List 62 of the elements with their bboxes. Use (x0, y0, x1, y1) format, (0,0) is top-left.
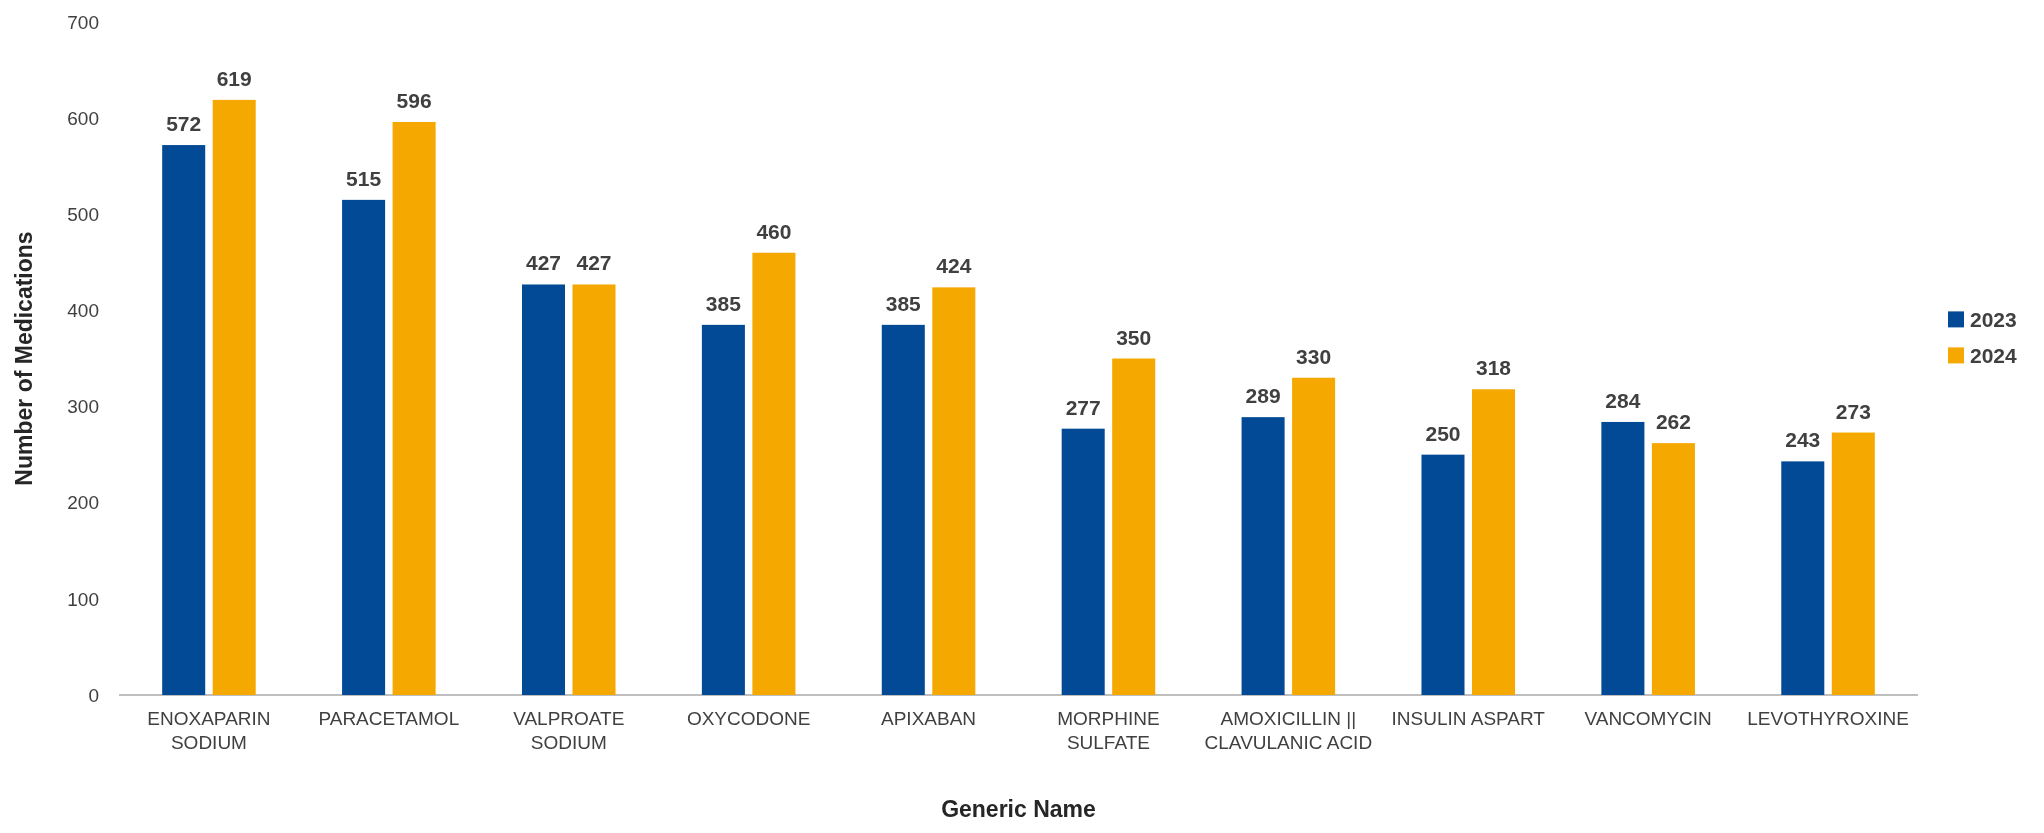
legend-label: 2023 (1970, 307, 2017, 331)
x-tick-label: LEVOTHYROXINE (1747, 708, 1909, 729)
data-label: 262 (1655, 410, 1691, 434)
legend-label: 2024 (1970, 343, 2018, 367)
bar (1601, 421, 1645, 695)
x-tick-label: AMOXICILLIN || CLAVULANIC ACID (1204, 708, 1373, 753)
data-label: 277 (1065, 395, 1101, 419)
data-label: 596 (396, 88, 432, 112)
y-tick-label: 700 (67, 11, 99, 33)
x-tick-label: MORPHINE SULFATE (1057, 708, 1160, 753)
y-tick-label: 400 (67, 300, 99, 322)
data-label: 515 (346, 166, 382, 190)
data-label: 284 (1605, 388, 1641, 412)
data-label: 273 (1835, 399, 1871, 423)
bar (572, 284, 616, 695)
data-label: 460 (756, 219, 792, 243)
data-label: 289 (1245, 384, 1281, 408)
y-tick-label: 200 (67, 492, 99, 514)
data-label: 619 (216, 66, 252, 90)
data-label: 250 (1425, 421, 1461, 445)
y-tick-label: 500 (67, 203, 99, 225)
bar (1831, 432, 1875, 695)
bar (212, 99, 256, 695)
x-tick-label: VALPROATE SODIUM (513, 708, 625, 753)
bar (1112, 358, 1156, 695)
bar (162, 145, 206, 695)
x-tick-label: INSULIN ASPART (1391, 708, 1546, 729)
data-label: 424 (936, 254, 972, 278)
bar (1651, 443, 1695, 695)
y-tick-label: 0 (88, 684, 99, 706)
bar (521, 284, 566, 695)
x-tick-label: ENOXAPARIN SODIUM (147, 708, 271, 753)
data-label: 385 (705, 291, 742, 315)
bar (1781, 461, 1825, 695)
data-label: 427 (525, 251, 562, 275)
data-label: 572 (166, 112, 202, 136)
data-label: 385 (885, 291, 922, 315)
x-tick-label: VANCOMYCIN (1584, 708, 1712, 729)
bar (1421, 454, 1465, 695)
bar (932, 287, 976, 695)
bar (1061, 428, 1105, 695)
x-tick-label: OXYCODONE (686, 708, 811, 729)
bar (392, 121, 436, 695)
bar (752, 252, 796, 695)
data-label: 350 (1116, 325, 1152, 349)
data-label: 318 (1475, 356, 1512, 380)
bar (1241, 417, 1285, 695)
data-label: 427 (576, 251, 612, 275)
bar (1292, 377, 1336, 695)
bar (701, 324, 745, 695)
y-tick-label: 100 (67, 588, 99, 610)
bar (881, 324, 925, 695)
y-tick-label: 300 (67, 396, 99, 418)
data-label: 243 (1785, 428, 1821, 452)
data-label: 330 (1296, 344, 1332, 368)
x-tick-label: PARACETAMOL (318, 708, 460, 729)
bar (1471, 389, 1516, 695)
x-tick-label: APIXABAN (881, 708, 977, 729)
x-axis-title: Generic Name (941, 796, 1096, 822)
bar (342, 199, 386, 695)
y-tick-label: 600 (67, 107, 99, 129)
y-axis-title: Number of Medications (11, 231, 37, 486)
